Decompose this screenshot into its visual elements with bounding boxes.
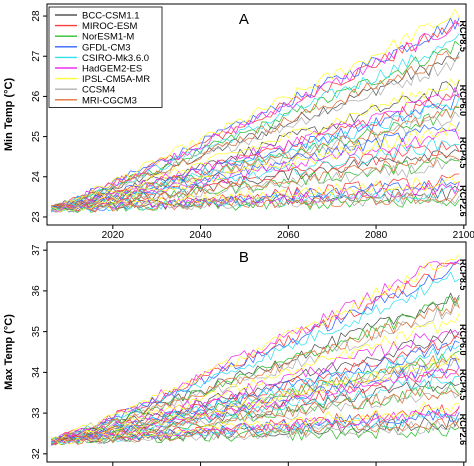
- series-line-mri-cgcm3-rcp26: [51, 418, 460, 445]
- y-tick-label: 27: [31, 50, 42, 62]
- legend-entry: CCSM4: [82, 85, 115, 96]
- series-line-gfdl-cm3-rcp45: [51, 121, 460, 210]
- series-line-miroc-esm-rcp26: [51, 173, 460, 212]
- y-tick-label: 36: [31, 285, 42, 297]
- series-line-ccsm4-rcp85: [51, 303, 460, 446]
- series-line-mri-cgcm3-rcp60: [51, 105, 460, 212]
- y-tick-label: 33: [31, 407, 42, 419]
- y-tick-label: 34: [31, 366, 42, 378]
- x-tick-label: 2100: [453, 230, 474, 241]
- series-line-mri-cgcm3-rcp45: [51, 387, 460, 446]
- series-line-gfdl-cm3-rcp85: [51, 261, 460, 445]
- scenario-label: RCP4.5: [458, 137, 468, 169]
- panel-b: 32333435363720202040206020802100Max Temp…: [3, 241, 468, 466]
- legend-entry: HadGEM2-ES: [82, 64, 142, 75]
- scenario-label: RCP2.6: [458, 414, 468, 446]
- legend: BCC-CSM1.1MIROC-ESMNorESM1-MGFDL-CM3CSIR…: [48, 6, 163, 108]
- x-tick-label: 2040: [189, 230, 212, 241]
- series-line-ipsl-cm5a-mr-rcp85: [51, 254, 460, 444]
- series-line-ccsm4-rcp26: [51, 191, 460, 213]
- series-line-ipsl-cm5a-mr-rcp45: [51, 122, 460, 212]
- series-line-noresm1-m-rcp85: [51, 296, 460, 444]
- series-line-noresm1-m-rcp45: [51, 382, 460, 445]
- series-line-ccsm4-rcp26: [51, 419, 460, 445]
- scenario-label: RCP8.5: [458, 259, 468, 291]
- series-line-miroc-esm-rcp85: [51, 259, 460, 444]
- series-line-csiro-mk3-6-0-rcp26: [51, 186, 460, 213]
- series-line-ipsl-cm5a-mr-rcp60: [51, 78, 460, 210]
- panel-label: A: [239, 11, 249, 28]
- series-line-ipsl-cm5a-mr-rcp26: [51, 401, 460, 445]
- scenario-label: RCP8.5: [458, 20, 468, 52]
- series-line-mri-cgcm3-rcp45: [51, 153, 460, 209]
- y-axis-label: Min Temp (°C): [3, 78, 15, 152]
- scenario-label: RCP6.0: [458, 324, 468, 356]
- series-line-hadgem2-es-rcp85: [51, 19, 460, 210]
- legend-entry: MRI-CGCM3: [82, 95, 137, 106]
- series-lines: [51, 254, 460, 446]
- y-tick-label: 26: [31, 90, 42, 102]
- legend-entry: CSIRO-Mk3.6.0: [82, 53, 149, 64]
- legend-entry: IPSL-CM5A-MR: [82, 74, 150, 85]
- scenario-label: RCP2.6: [458, 185, 468, 217]
- y-tick-label: 24: [31, 171, 42, 183]
- y-tick-label: 28: [31, 10, 42, 22]
- series-line-bcc-csm1-1-rcp60: [51, 79, 460, 208]
- series-line-ipsl-cm5a-mr-rcp26: [51, 175, 460, 213]
- series-line-hadgem2-es-rcp60: [51, 329, 460, 442]
- series-line-csiro-mk3-6-0-rcp85: [51, 33, 460, 211]
- scenario-label: RCP6.0: [458, 85, 468, 117]
- series-line-csiro-mk3-6-0-rcp60: [51, 345, 460, 443]
- y-tick-label: 23: [31, 211, 42, 223]
- series-line-gfdl-cm3-rcp26: [51, 178, 460, 213]
- plot-frame: [46, 241, 467, 463]
- series-line-mri-cgcm3-rcp85: [51, 297, 460, 442]
- scenario-label: RCP4.5: [458, 369, 468, 401]
- series-line-ipsl-cm5a-mr-rcp45: [51, 354, 460, 443]
- series-line-mri-cgcm3-rcp26: [51, 189, 460, 213]
- legend-entry: NorESM1-M: [82, 32, 134, 43]
- x-tick-label: 2020: [102, 230, 125, 241]
- panel-label: B: [239, 249, 249, 266]
- series-line-csiro-mk3-6-0-rcp26: [51, 411, 460, 445]
- y-axis-label: Max Temp (°C): [3, 314, 15, 390]
- series-line-ipsl-cm5a-mr-rcp85: [51, 8, 460, 210]
- series-line-miroc-esm-rcp45: [51, 369, 460, 446]
- series-line-bcc-csm1-1-rcp85: [51, 51, 460, 210]
- series-line-hadgem2-es-rcp45: [51, 128, 460, 212]
- legend-entry: BCC-CSM1.1: [82, 11, 140, 22]
- y-tick-label: 37: [31, 244, 42, 256]
- x-tick-label: 2080: [365, 230, 388, 241]
- panel-a: 23 24 25 26 27 28 2020 2040 2060 2080 2100 Min Temp…: [3, 3, 474, 241]
- y-tick-label: 35: [31, 326, 42, 338]
- x-tick-label: 2060: [277, 230, 300, 241]
- series-line-mri-cgcm3-rcp85: [51, 50, 460, 212]
- y-tick-label: 32: [31, 448, 42, 460]
- series-line-csiro-mk3-6-0-rcp45: [51, 137, 460, 211]
- series-line-bcc-csm1-1-rcp60: [51, 328, 460, 443]
- series-line-csiro-mk3-6-0-rcp45: [51, 373, 460, 444]
- series-line-ccsm4-rcp60: [51, 111, 460, 210]
- plot-frame: [46, 3, 467, 226]
- y-tick-label: 25: [31, 131, 42, 143]
- series-line-csiro-mk3-6-0-rcp85: [51, 271, 460, 443]
- legend-entry: MIROC-ESM: [82, 21, 138, 32]
- series-lines: [51, 8, 460, 213]
- legend-entry: GFDL-CM3: [82, 42, 131, 53]
